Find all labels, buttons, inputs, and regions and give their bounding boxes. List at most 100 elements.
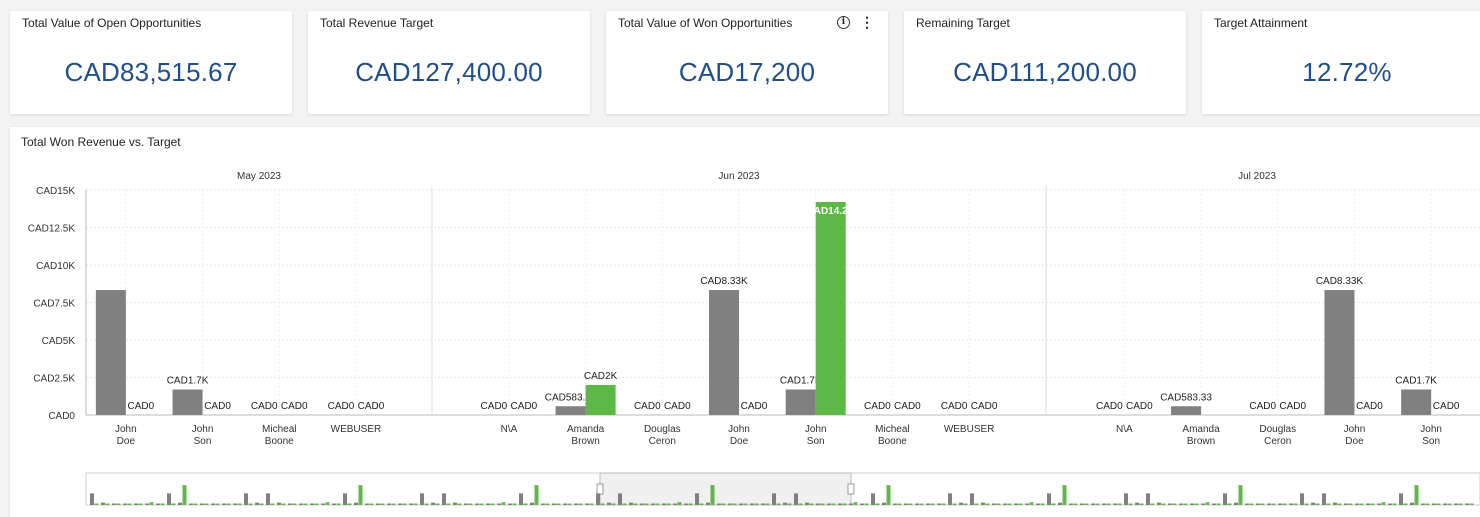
overview-target-bar	[200, 503, 204, 505]
overview-won-bar	[1260, 503, 1265, 505]
overview-target-bar	[772, 493, 776, 505]
overview-won-bar	[1238, 485, 1243, 505]
overview-won-bar	[1117, 503, 1122, 505]
overview-won-bar	[1436, 503, 1441, 505]
overview-won-bar	[1403, 503, 1408, 505]
overview-won-bar	[853, 502, 858, 505]
overview-target-bar	[1047, 493, 1051, 505]
overview-won-bar	[699, 503, 704, 505]
overview-target-bar	[1344, 503, 1348, 505]
kpi-card-revenue-target: Total Revenue Target CAD127,400.00	[308, 11, 590, 114]
more-vertical-icon[interactable]: ⋮	[860, 14, 874, 30]
overview-won-bar	[743, 503, 748, 505]
overview-target-bar	[1058, 502, 1062, 505]
overview-target-bar	[882, 502, 886, 505]
target-value-label: CAD1.7K	[1395, 376, 1437, 387]
category-label: Doe	[117, 436, 136, 447]
chart-card: Total Won Revenue vs. Target	[10, 127, 1480, 517]
overview-won-bar	[105, 503, 110, 505]
kpi-title: Remaining Target	[916, 16, 1010, 30]
overview-won-bar	[1293, 503, 1298, 505]
overview-won-bar	[413, 503, 418, 505]
target-value-label: CAD0	[634, 401, 661, 412]
category-label: Boone	[878, 436, 907, 447]
overview-won-bar	[314, 503, 319, 505]
y-tick-label: CAD15K	[36, 186, 75, 197]
won-value-label: CAD0	[128, 401, 155, 412]
overview-target-bar	[992, 503, 996, 505]
y-tick-label: CAD2.5K	[33, 374, 75, 385]
overview-target-bar	[1157, 502, 1161, 505]
overview-target-bar	[1201, 503, 1205, 505]
target-value-label: CAD0	[864, 401, 891, 412]
y-tick-label: CAD10K	[36, 261, 75, 272]
overview-target-bar	[266, 493, 270, 505]
overview-target-bar	[178, 502, 182, 505]
won-value-label: CAD0	[1126, 401, 1153, 412]
overview-target-bar	[1135, 502, 1139, 505]
overview-won-bar	[1183, 503, 1188, 505]
overview-won-bar	[512, 503, 517, 505]
overview-target-bar	[1278, 503, 1282, 505]
overview-target-bar	[354, 502, 358, 505]
category-label: John	[728, 424, 750, 435]
overview-target-bar	[486, 503, 490, 505]
overview-won-bar	[941, 503, 946, 505]
won-value-label: CAD0	[281, 401, 308, 412]
kpi-title: Total Revenue Target	[320, 16, 434, 30]
overview-won-bar	[270, 503, 275, 505]
target-bar	[709, 290, 739, 415]
won-value-label: CAD0	[358, 401, 385, 412]
overview-won-bar	[1172, 503, 1177, 505]
overview-won-bar	[1029, 502, 1034, 505]
overview-won-bar	[666, 503, 671, 505]
won-bar	[585, 385, 616, 415]
overview-target-bar	[618, 493, 622, 505]
info-icon[interactable]: i	[837, 15, 850, 29]
y-tick-label: CAD7.5K	[33, 299, 75, 310]
target-bar	[1401, 389, 1432, 415]
overview-won-bar	[1128, 503, 1133, 505]
overview-target-bar	[629, 502, 633, 505]
group-label: Jun 2023	[718, 171, 760, 182]
overview-won-bar	[622, 503, 627, 505]
category-label: Ceron	[1264, 436, 1291, 447]
overview-won-bar	[545, 503, 550, 505]
won-bar	[815, 202, 846, 415]
category-label: John	[1420, 424, 1442, 435]
won-value-label: CAD0	[971, 401, 998, 412]
navigator-window	[599, 472, 852, 506]
overview-target-bar	[1432, 503, 1436, 505]
overview-target-bar	[926, 503, 930, 505]
target-bar	[95, 290, 126, 415]
category-label: WEBUSER	[944, 424, 995, 435]
navigator-handle-right	[847, 483, 855, 495]
overview-won-bar	[710, 485, 715, 505]
overview-won-bar	[919, 503, 924, 505]
overview-target-bar	[1443, 503, 1447, 505]
overview-won-bar	[1249, 503, 1254, 505]
overview-won-bar	[633, 503, 638, 505]
overview-target-bar	[750, 503, 754, 505]
overview-target-bar	[1014, 503, 1018, 505]
category-label: Amanda	[567, 424, 605, 435]
overview-target-bar	[607, 502, 611, 505]
overview-target-bar	[233, 503, 237, 505]
target-bar	[1171, 406, 1202, 415]
overview-target-bar	[651, 503, 655, 505]
overview-won-bar	[1447, 503, 1452, 505]
overview-won-bar	[1282, 503, 1287, 505]
won-value-label: CAD0	[1356, 401, 1383, 412]
target-value-label: CAD0	[1096, 401, 1123, 412]
overview-won-bar	[1205, 502, 1210, 505]
overview-won-bar	[842, 503, 847, 505]
won-value-label: CAD14.2K	[807, 206, 856, 217]
overview-won-bar	[589, 503, 594, 505]
won-value-label: CAD0	[664, 401, 691, 412]
overview-target-bar	[442, 493, 446, 505]
overview-won-bar	[996, 503, 1001, 505]
overview-target-bar	[497, 503, 501, 505]
overview-won-bar	[446, 503, 451, 505]
overview-target-bar	[310, 503, 314, 505]
